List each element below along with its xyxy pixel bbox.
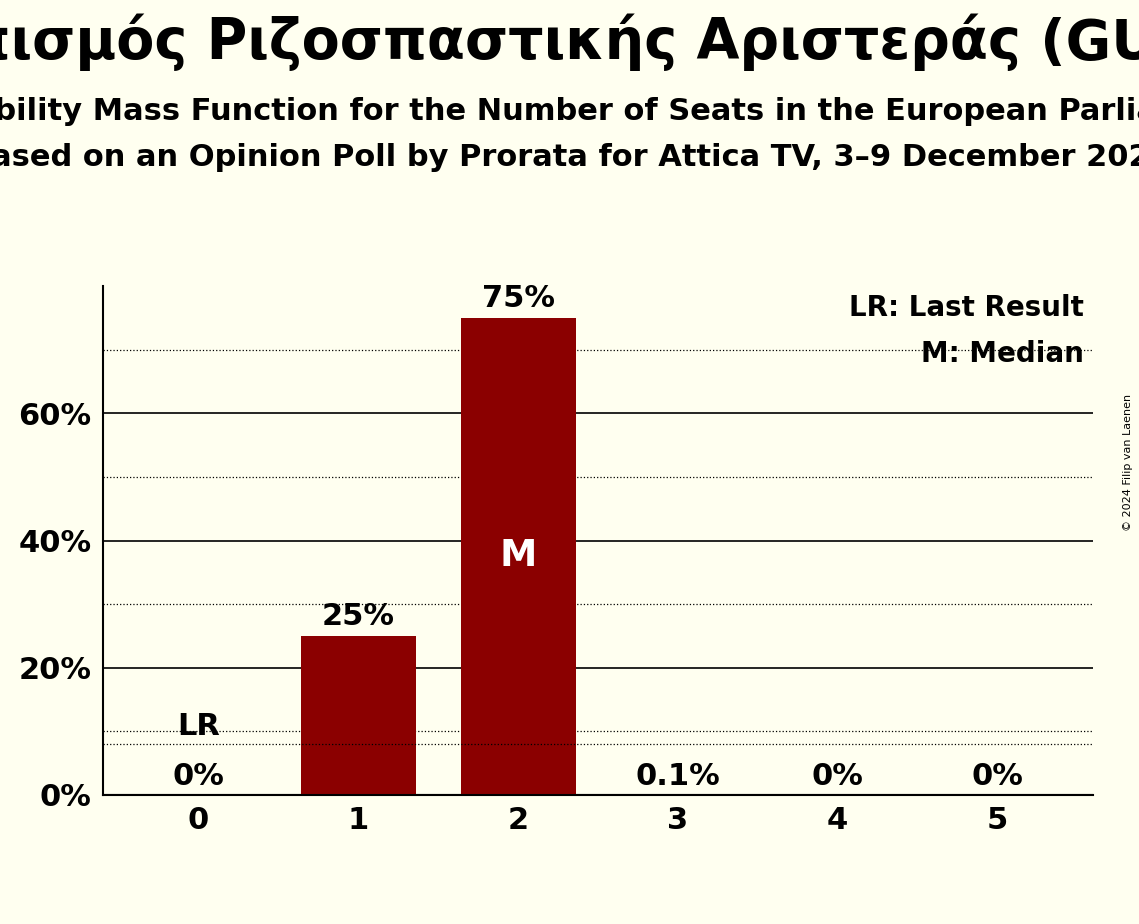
Text: M: Median: M: Median bbox=[920, 340, 1083, 368]
Text: 25%: 25% bbox=[321, 602, 395, 631]
Text: LR: Last Result: LR: Last Result bbox=[849, 294, 1083, 322]
Text: 0.1%: 0.1% bbox=[636, 762, 720, 792]
Text: © 2024 Filip van Laenen: © 2024 Filip van Laenen bbox=[1123, 394, 1133, 530]
Text: 0%: 0% bbox=[172, 762, 224, 792]
Bar bbox=[301, 636, 416, 795]
Text: Probability Mass Function for the Number of Seats in the European Parliament: Probability Mass Function for the Number… bbox=[0, 97, 1139, 126]
Text: 0%: 0% bbox=[972, 762, 1024, 792]
Bar bbox=[460, 318, 575, 795]
Text: Συνασπισμός Ριζοσπαστικής Αριστεράς (GUE/NGL): Συνασπισμός Ριζοσπαστικής Αριστεράς (GUE… bbox=[0, 14, 1139, 71]
Text: 0%: 0% bbox=[812, 762, 863, 792]
Text: 75%: 75% bbox=[482, 284, 555, 313]
Text: Based on an Opinion Poll by Prorata for Attica TV, 3–9 December 2024: Based on an Opinion Poll by Prorata for … bbox=[0, 143, 1139, 172]
Text: LR: LR bbox=[177, 712, 220, 741]
Text: M: M bbox=[499, 539, 536, 575]
